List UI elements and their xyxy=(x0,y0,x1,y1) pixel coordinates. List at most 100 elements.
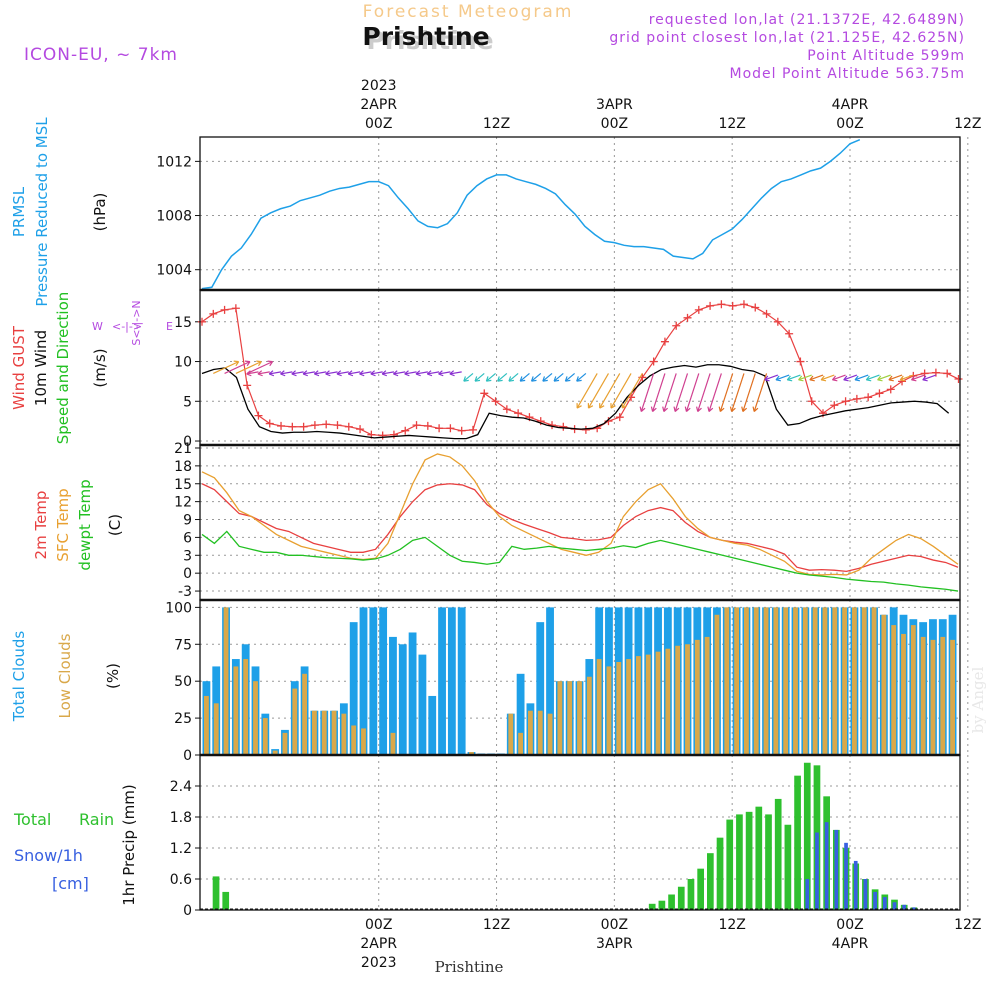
wind-arrow-head xyxy=(370,370,376,377)
wind-arrow xyxy=(888,374,903,381)
low-cloud-bar xyxy=(528,710,533,755)
station-title: Prishtine xyxy=(366,26,493,55)
wind-arrow-head xyxy=(899,375,906,382)
gust-point xyxy=(277,421,286,430)
ytick-label: 18 xyxy=(174,459,192,475)
station-title-front: Prishtine xyxy=(362,22,489,51)
ytick-label: 6 xyxy=(183,530,192,546)
wind-arrow xyxy=(820,374,835,381)
gust-point xyxy=(807,397,816,406)
ytick-label: 3 xyxy=(183,548,192,564)
gust-point xyxy=(412,421,421,430)
gust-point xyxy=(356,425,365,434)
low-cloud-bar xyxy=(822,607,828,755)
gust-point xyxy=(378,431,387,440)
gust-point xyxy=(660,337,669,346)
wind-arrow xyxy=(587,373,609,409)
low-cloud-bar xyxy=(223,607,229,755)
wind-arrow-head xyxy=(268,370,275,377)
ytick-label: -3 xyxy=(178,584,192,600)
rain-bar xyxy=(765,814,772,910)
snow-label: Snow/1h xyxy=(14,846,83,865)
ytick-label: 0 xyxy=(183,434,192,450)
rain-bar xyxy=(736,814,743,910)
low-cloud-bar xyxy=(390,732,396,755)
wind-arrow xyxy=(438,371,451,375)
total-cloud-bar xyxy=(457,607,466,755)
wind-arrow-head xyxy=(244,360,251,367)
wind-arrow xyxy=(843,374,858,381)
total-cloud-bar xyxy=(369,607,378,755)
low-cloud-bar xyxy=(724,607,730,755)
wind-arrow-head xyxy=(854,375,861,382)
low-cloud-bar xyxy=(557,681,563,755)
wind-arrow-head xyxy=(449,370,455,377)
ytick-label: 10 xyxy=(174,355,192,371)
wind-labels: Wind GUST 10m Wind Speed and Direction (… xyxy=(10,292,173,445)
wind-arrow-head xyxy=(650,406,657,412)
footer-station: Prishtine xyxy=(435,958,504,976)
wind-arrow-head xyxy=(359,370,365,377)
wind-arrow xyxy=(565,373,575,382)
wind-arrow-head xyxy=(576,403,582,409)
low-cloud-bar xyxy=(645,654,651,755)
wind-arrow-head xyxy=(843,375,849,382)
gust-point xyxy=(322,420,331,429)
gust-point xyxy=(502,405,511,414)
gust-point xyxy=(751,303,760,312)
low-cloud-bar xyxy=(302,673,307,755)
wind-arrow xyxy=(866,374,880,381)
wind-arrow-head xyxy=(257,370,263,377)
wind-arrow-head xyxy=(280,370,286,377)
wind-arrow-head xyxy=(888,375,894,382)
rain-bar xyxy=(726,819,734,910)
wind-arrow xyxy=(731,373,745,412)
total-cloud-bar xyxy=(428,695,437,755)
wind-arrow xyxy=(922,374,937,381)
sfc-line xyxy=(201,453,959,576)
gust-point xyxy=(231,304,240,313)
wind-arrow xyxy=(553,373,564,382)
top-tick-label: 12Z xyxy=(954,116,981,132)
bottom-tick-label: 00Z xyxy=(836,917,863,933)
total-clouds-label: Total Clouds xyxy=(10,631,28,723)
wind-arrow xyxy=(854,374,869,381)
wind-arrow-head xyxy=(463,376,469,382)
gust-point xyxy=(773,317,782,326)
low-cloud-bar xyxy=(773,607,779,755)
wind-arrow-head xyxy=(877,375,883,382)
wind-arrow-head xyxy=(764,375,770,382)
wind-arrow xyxy=(640,373,655,412)
gust-point xyxy=(265,419,274,428)
gust-point xyxy=(209,309,218,318)
gust-point xyxy=(310,421,319,430)
gust-point xyxy=(706,301,715,310)
total-cloud-bar xyxy=(447,607,456,755)
ytick-label: 1.2 xyxy=(170,841,192,857)
wind-gust-label: Wind GUST xyxy=(10,325,28,410)
wind-arrow xyxy=(359,371,372,375)
wind-arrow xyxy=(348,371,361,375)
gust-point xyxy=(559,422,568,431)
wind-arrow xyxy=(531,373,542,382)
rain-bar xyxy=(707,853,714,910)
low-cloud-bar xyxy=(812,607,818,755)
cloud-labels: Total Clouds Low Clouds (%) xyxy=(10,631,122,723)
ytick-label: 2.4 xyxy=(170,779,192,795)
gust-point xyxy=(852,394,861,403)
top-tick-label: 00Z xyxy=(836,116,863,132)
wind-arrow-head xyxy=(809,375,815,382)
wind-arrow xyxy=(280,371,293,375)
ytick-label: 100 xyxy=(165,600,192,616)
gust-point xyxy=(468,425,477,434)
low-cloud-bar xyxy=(361,728,366,755)
wind-arrow xyxy=(651,373,666,412)
wind-arrow xyxy=(485,373,496,382)
gust-point xyxy=(220,305,229,314)
panels: 100410081012051015-303691215182102550751… xyxy=(156,136,969,919)
ytick-label: 0 xyxy=(183,566,192,582)
ytick-label: 50 xyxy=(174,674,192,690)
low-cloud-bar xyxy=(567,681,573,755)
bottom-tick-label: 00Z xyxy=(365,917,392,933)
wind-arrow-head xyxy=(393,370,399,377)
